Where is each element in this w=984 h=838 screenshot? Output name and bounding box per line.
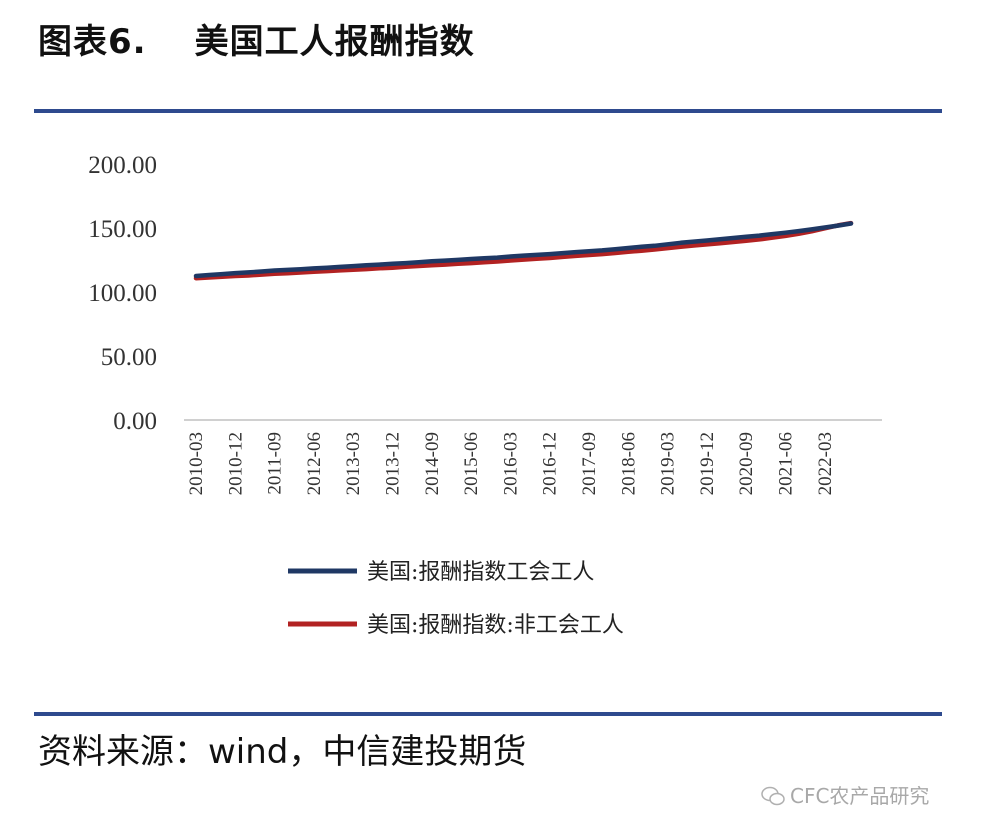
x-tick-label: 2022-03 <box>815 432 836 495</box>
x-tick-label: 2010-12 <box>225 432 246 495</box>
x-tick-label: 2019-03 <box>658 432 679 495</box>
watermark: CFC农产品研究 <box>760 780 929 809</box>
x-axis: 2010-03 2010-12 2011-09 2012-06 2013-03 2013-… <box>186 432 836 495</box>
plot-area <box>193 220 854 281</box>
figure-name: 美国工人报酬指数 <box>194 22 475 62</box>
x-tick-label: 2016-12 <box>540 432 561 495</box>
top-divider <box>34 109 942 113</box>
x-tick-label: 2012-06 <box>304 432 325 495</box>
x-tick-label: 2016-03 <box>500 432 521 495</box>
x-tick-label: 2020-09 <box>736 432 757 495</box>
y-tick-label: 50.00 <box>101 344 157 371</box>
y-tick-label: 200.00 <box>88 152 157 179</box>
y-tick-label: 0.00 <box>113 408 157 435</box>
y-tick-label: 100.00 <box>88 280 157 307</box>
wechat-icon <box>761 786 785 806</box>
x-tick-label: 2015-06 <box>461 432 482 495</box>
source-note: 资料来源：wind，中信建投期货 <box>38 732 527 772</box>
x-tick-label: 2010-03 <box>186 432 207 495</box>
x-tick-label: 2014-09 <box>422 432 443 495</box>
legend-label: 美国:报酬指数工会工人 <box>367 560 594 585</box>
series-line-union <box>193 221 854 279</box>
y-tick-label: 150.00 <box>88 216 157 243</box>
y-axis: 0.00 50.00 100.00 150.00 200.00 <box>88 152 157 435</box>
x-tick-label: 2013-12 <box>383 432 404 495</box>
watermark-text: CFC农产品研究 <box>790 784 930 808</box>
series-line-nonunion <box>193 220 854 281</box>
figure-label: 图表6. <box>38 22 147 62</box>
bottom-divider <box>34 712 942 716</box>
x-tick-label: 2017-09 <box>579 432 600 495</box>
x-tick-label: 2019-12 <box>697 432 718 495</box>
legend-label: 美国:报酬指数:非工会工人 <box>367 613 624 638</box>
x-tick-label: 2013-03 <box>343 432 364 495</box>
x-tick-label: 2018-06 <box>618 432 639 495</box>
x-tick-label: 2011-09 <box>265 432 286 495</box>
figure-title: 图表6. 美国工人报酬指数 <box>38 14 475 63</box>
x-tick-label: 2021-06 <box>776 432 797 495</box>
